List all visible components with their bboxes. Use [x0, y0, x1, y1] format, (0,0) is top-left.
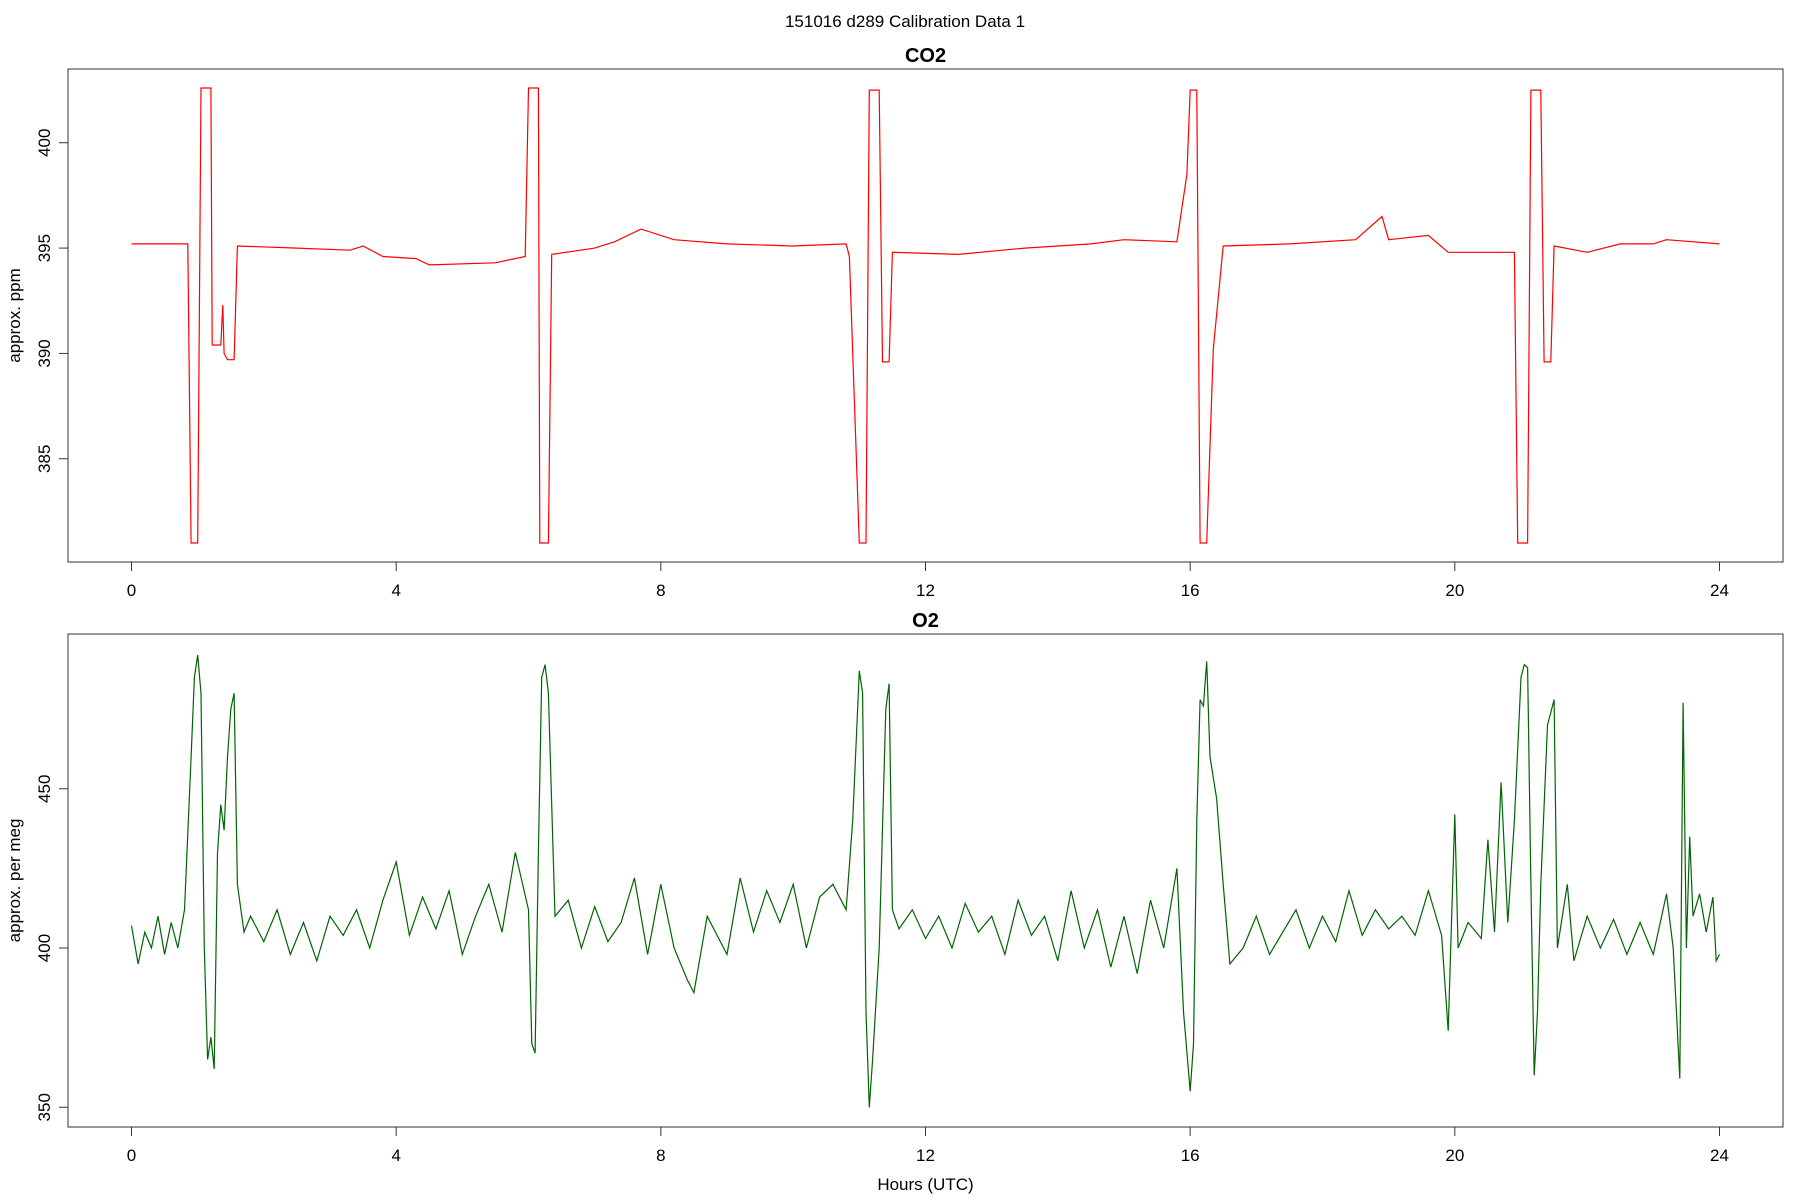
x-tick-label: 20 [1445, 1146, 1464, 1165]
x-tick-label: 4 [391, 1146, 400, 1165]
y-axis-label: approx. per meg [5, 819, 24, 943]
x-tick-label: 4 [391, 581, 400, 600]
panel-title: CO2 [905, 45, 946, 67]
y-tick-label: 395 [35, 234, 54, 262]
y-tick-label: 390 [35, 339, 54, 367]
x-tick-label: 24 [1710, 581, 1729, 600]
y-tick-label: 400 [35, 129, 54, 157]
y-tick-label: 450 [35, 775, 54, 803]
y-tick-label: 400 [35, 934, 54, 962]
panel-title: O2 [912, 610, 939, 632]
x-tick-label: 20 [1445, 581, 1464, 600]
plot-frame [67, 68, 1784, 563]
x-tick-label: 0 [127, 1146, 136, 1165]
y-axis-label: approx. ppm [5, 268, 24, 363]
x-tick-label: 0 [127, 581, 136, 600]
x-tick-label: 12 [916, 1146, 935, 1165]
x-tick-label: 8 [656, 1146, 665, 1165]
plot-frame [67, 633, 1784, 1128]
x-tick-label: 12 [916, 581, 935, 600]
data-line [131, 87, 1720, 544]
x-tick-label: 24 [1710, 1146, 1729, 1165]
x-axis-label: Hours (UTC) [877, 1175, 973, 1194]
y-tick-label: 350 [35, 1093, 54, 1121]
data-line [130, 654, 1721, 1108]
x-tick-label: 16 [1181, 1146, 1200, 1165]
y-tick-label: 385 [35, 445, 54, 473]
page-title: 151016 d289 Calibration Data 1 [785, 12, 1025, 31]
x-tick-label: 8 [656, 581, 665, 600]
x-tick-label: 16 [1181, 581, 1200, 600]
